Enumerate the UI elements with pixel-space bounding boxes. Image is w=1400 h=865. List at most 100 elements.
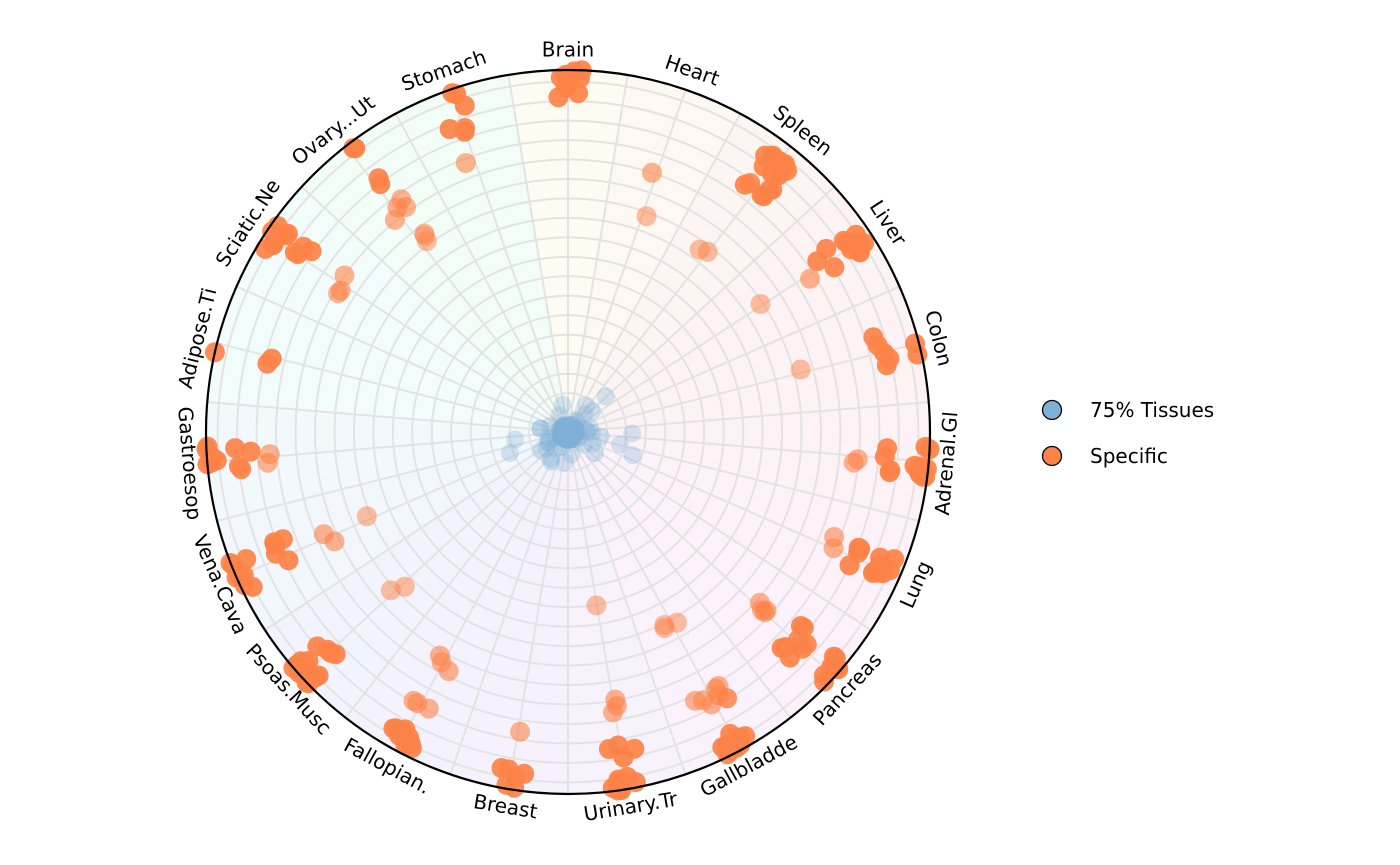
point-specific-spleen xyxy=(764,148,785,168)
sector-adrenal-gl xyxy=(568,401,930,523)
point-75-tissues xyxy=(623,446,642,465)
grid-spoke xyxy=(567,431,792,719)
point-specific-ovary-ut xyxy=(391,189,412,210)
point-specific-urinary-tr xyxy=(586,595,607,616)
point-specific-liver xyxy=(824,257,845,278)
sector-adipose-ti xyxy=(206,284,568,432)
point-specific-psoas-musc xyxy=(325,644,346,665)
point-75-tissues xyxy=(531,441,550,460)
sector-colon xyxy=(568,284,930,432)
point-specific-fallopian- xyxy=(400,733,421,754)
point-75-tissues xyxy=(553,395,572,414)
point-75-tissues xyxy=(506,430,525,449)
point-75-tissues xyxy=(552,438,570,456)
point-75-tissues xyxy=(576,420,595,439)
point-75-tissues xyxy=(541,449,560,468)
grid-spoke xyxy=(567,74,629,433)
point-specific-colon xyxy=(905,333,925,354)
point-specific-gastroesop xyxy=(259,444,280,465)
grid-spoke xyxy=(344,431,569,719)
grid-spoke xyxy=(507,74,569,433)
point-specific-adrenal-gl xyxy=(843,452,864,473)
grid-spoke xyxy=(567,431,687,775)
point-specific-adipose-ti xyxy=(257,353,278,374)
sector-gallbladde xyxy=(568,432,794,780)
point-specific-psoas-musc xyxy=(300,668,320,689)
grid-spoke xyxy=(300,431,569,678)
point-75-tissues xyxy=(500,443,519,462)
grid-spoke xyxy=(207,401,569,433)
point-75-tissues xyxy=(542,452,561,471)
point-specific-colon xyxy=(790,359,811,380)
point-specific-sciatic-ne xyxy=(284,242,305,263)
point-75-tissues xyxy=(531,419,550,438)
point-specific-ovary-ut xyxy=(384,209,405,230)
point-specific-breast xyxy=(496,774,517,795)
point-specific-vena-cava xyxy=(264,532,285,553)
point-specific-lung xyxy=(839,555,860,576)
grid-spoke xyxy=(567,431,900,579)
point-specific-sciatic-ne xyxy=(328,283,349,304)
point-75-tissues xyxy=(550,420,569,439)
grid-spoke xyxy=(567,186,836,433)
legend-label-75-tissues: 75% Tissues xyxy=(1090,398,1214,422)
series-75-tissues xyxy=(500,387,642,472)
point-75-tissues xyxy=(575,405,594,424)
point-specific-sciatic-ne xyxy=(334,265,355,286)
point-75-tissues xyxy=(531,419,550,438)
point-75-tissues xyxy=(591,427,610,446)
grid-spoke xyxy=(567,89,687,433)
point-75-tissues xyxy=(575,435,593,454)
point-specific-spleen xyxy=(740,173,761,193)
point-specific-colon xyxy=(863,327,884,348)
grid-spoke xyxy=(567,431,920,522)
grid-spoke xyxy=(567,113,742,433)
tissue-label-gastroesop: Gastroesop xyxy=(173,406,206,521)
point-75-tissues xyxy=(610,435,629,454)
point-specific-urinary-tr xyxy=(598,739,619,759)
point-75-tissues xyxy=(583,434,602,453)
point-75-tissues xyxy=(569,412,587,431)
point-75-tissues xyxy=(540,428,559,447)
point-75-tissues xyxy=(538,433,557,452)
point-75-tissues xyxy=(578,422,597,441)
grid-spoke xyxy=(264,233,569,433)
point-specific-gastroesop xyxy=(225,438,246,459)
point-specific-liver xyxy=(750,294,771,314)
point-75-tissues xyxy=(583,401,602,420)
point-specific-brain xyxy=(550,67,571,88)
point-specific-stomach xyxy=(439,119,460,139)
point-specific-gallbladde xyxy=(693,690,714,711)
point-specific-gastroesop xyxy=(228,456,249,477)
grid-spoke xyxy=(394,113,569,433)
point-specific-adrenal-gl xyxy=(880,460,901,481)
tissue-label-adrenal-gl: Adrenal.Gl xyxy=(930,411,963,517)
point-75-tissues xyxy=(568,429,587,448)
sector-gastroesop xyxy=(206,401,568,523)
legend: 75% Tissues Specific xyxy=(1041,398,1214,468)
point-75-tissues xyxy=(540,417,559,436)
point-specific-colon xyxy=(876,355,897,376)
point-specific-vena-cava xyxy=(356,506,377,527)
point-specific-gastroesop xyxy=(197,436,218,457)
point-specific-pancreas xyxy=(796,634,817,655)
polar-grid xyxy=(207,70,929,794)
point-specific-gastroesop xyxy=(240,441,261,462)
point-specific-pancreas xyxy=(754,602,775,623)
grid-spoke xyxy=(264,431,569,631)
point-75-tissues xyxy=(581,418,600,437)
point-specific-liver xyxy=(849,241,870,262)
sector-fallopian- xyxy=(342,432,568,780)
point-specific-gallbladde xyxy=(708,676,729,696)
point-75-tissues xyxy=(555,453,574,472)
point-75-tissues xyxy=(577,396,596,415)
point-specific-liver xyxy=(807,251,828,272)
point-75-tissues xyxy=(562,445,581,464)
point-specific-lung xyxy=(850,538,871,559)
point-specific-lung xyxy=(864,561,885,582)
sector-lung xyxy=(568,432,924,633)
point-specific-pancreas xyxy=(814,671,835,692)
grid-spoke xyxy=(236,285,569,433)
grid-spoke xyxy=(300,186,569,433)
